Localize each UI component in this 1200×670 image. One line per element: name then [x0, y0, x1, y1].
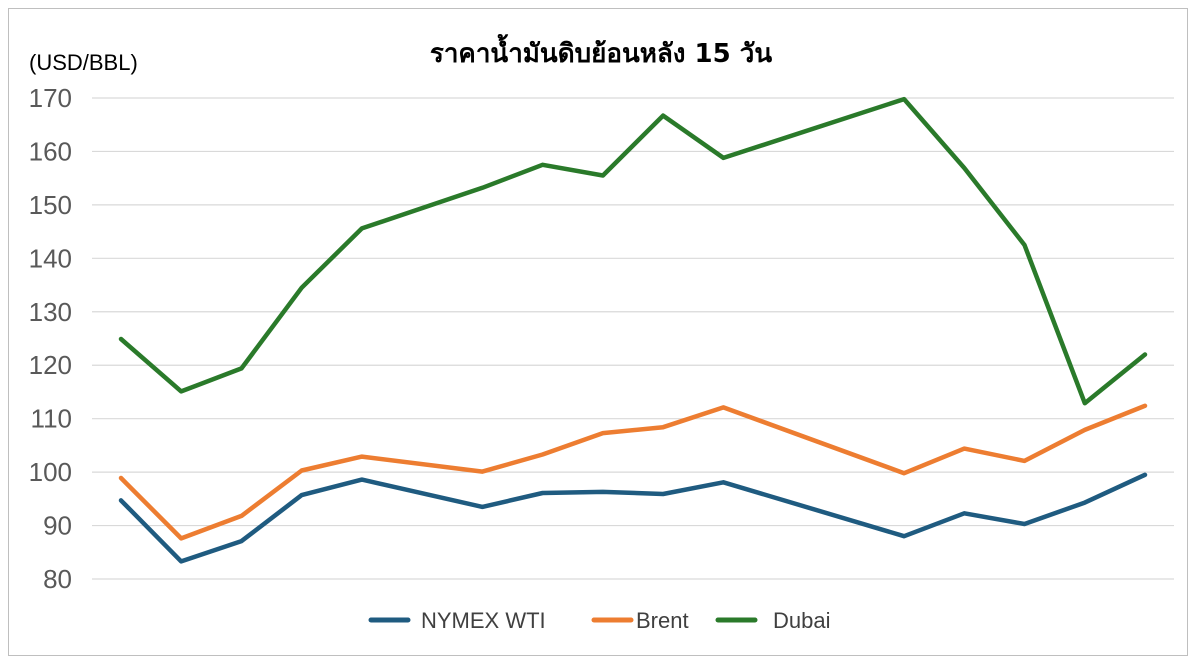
- series-line-nymex-wti: [118, 472, 1148, 564]
- y-tick-label: 150: [29, 190, 72, 220]
- y-tick-label: 110: [31, 404, 72, 434]
- y-tick-label: 170: [29, 83, 72, 113]
- line-chart: ราคาน้ำมันดิบย้อนหลัง 15 วัน (USD/BBL) 8…: [29, 33, 1174, 633]
- y-tick-label: 130: [29, 297, 72, 327]
- series-line-dubai: [118, 96, 1148, 406]
- chart-title: ราคาน้ำมันดิบย้อนหลัง 15 วัน: [430, 33, 773, 69]
- y-axis-unit-label: (USD/BBL): [29, 50, 138, 75]
- y-tick-label: 90: [43, 511, 72, 541]
- legend: NYMEX WTI Brent Dubai: [368, 608, 830, 633]
- legend-label: Brent: [636, 608, 689, 633]
- y-tick-label: 160: [29, 136, 72, 166]
- y-tick-label: 100: [29, 457, 72, 487]
- y-tick-label: 80: [43, 564, 72, 594]
- gridlines: [92, 97, 1174, 580]
- y-axis-ticks: 80 90 100 110 120 130 140 150 160 170: [29, 83, 72, 594]
- series-lines: [118, 96, 1148, 564]
- legend-label: NYMEX WTI: [421, 608, 546, 633]
- chart-frame: ราคาน้ำมันดิบย้อนหลัง 15 วัน (USD/BBL) 8…: [8, 8, 1188, 656]
- y-tick-label: 140: [29, 243, 72, 273]
- y-tick-label: 120: [29, 350, 72, 380]
- legend-label: Dubai: [773, 608, 830, 633]
- series-line-brent: [118, 403, 1148, 541]
